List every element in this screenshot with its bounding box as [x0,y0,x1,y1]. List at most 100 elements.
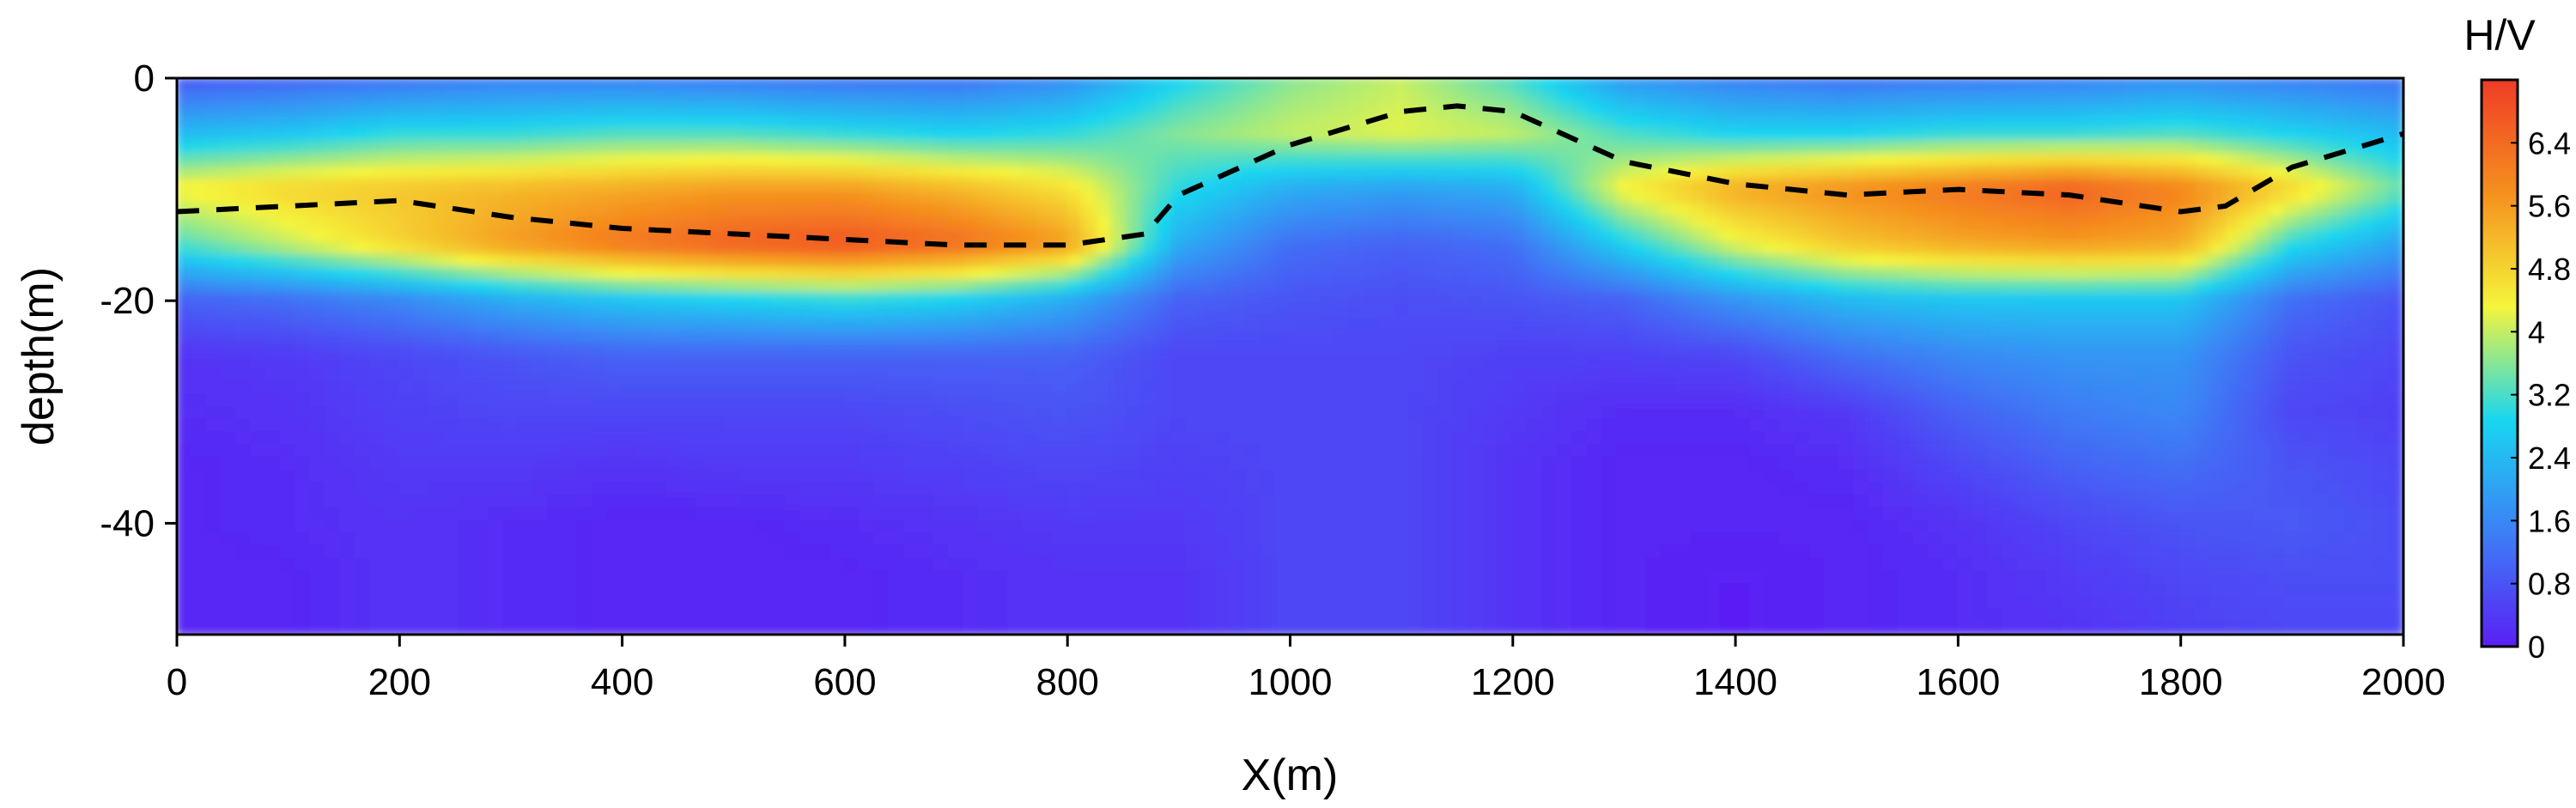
heatmap-cell [1467,380,1485,396]
heatmap-cell [1289,317,1306,332]
heatmap-cell [725,380,742,396]
heatmap-cell [606,279,623,295]
heatmap-cell [309,330,326,345]
heatmap-cell [1482,178,1499,193]
heatmap-cell [1482,266,1499,282]
heatmap-cell [1289,305,1306,319]
heatmap-cell [2016,178,2033,193]
heatmap-cell [1749,469,1766,484]
heatmap-cell [888,418,906,434]
heatmap-cell [784,89,802,105]
heatmap-cell [2328,89,2345,105]
heatmap-cell [1155,191,1173,206]
heatmap-cell [458,431,475,447]
heatmap-cell [532,140,550,155]
heatmap-cell [606,241,623,257]
heatmap-cell [2328,469,2345,484]
heatmap-cell [1126,317,1143,332]
heatmap-cell [1586,266,1603,282]
heatmap-cell [458,254,475,269]
heatmap-cell [1303,78,1321,92]
heatmap-cell [1704,482,1722,496]
heatmap-cell [977,178,994,193]
heatmap-cell [1912,228,1929,244]
heatmap-cell [1140,191,1157,206]
heatmap-cell [1007,266,1024,282]
heatmap-cell [1541,204,1558,218]
heatmap-cell [1096,127,1114,143]
heatmap-cell [1036,431,1054,447]
heatmap-cell [2165,456,2182,471]
heatmap-cell [873,393,890,408]
heatmap-cell [1898,456,1915,471]
heatmap-cell [547,241,564,257]
heatmap-cell [2165,292,2182,307]
heatmap-cell [755,191,772,206]
heatmap-cell [2269,330,2286,345]
heatmap-cell [1527,266,1544,282]
heatmap-cell [1927,254,1945,269]
heatmap-cell [739,115,757,130]
heatmap-cell [903,343,920,357]
heatmap-cell [1556,444,1573,459]
heatmap-cell [488,241,505,257]
heatmap-cell [1971,368,1989,383]
heatmap-cell [443,127,460,143]
heatmap-cell [2254,469,2271,484]
heatmap-cell [1497,279,1514,295]
heatmap-cell [1378,456,1395,471]
heatmap-cell [368,456,386,471]
heatmap-cell [2016,444,2033,459]
heatmap-cell [2002,469,2019,484]
heatmap-cell [963,317,980,332]
heatmap-cell [1497,305,1514,319]
heatmap-cell [177,317,193,332]
heatmap-cell [2224,393,2241,408]
heatmap-cell [1423,204,1440,218]
heatmap-cell [413,330,430,345]
heatmap-cell [205,355,222,370]
heatmap-cell [755,305,772,319]
heatmap-cell [1511,393,1529,408]
heatmap-cell [2135,216,2153,231]
heatmap-cell [1586,469,1603,484]
heatmap-cell [1497,191,1514,206]
heatmap-cell [1735,393,1752,408]
heatmap-cell [2135,431,2153,447]
heatmap-cell [1393,89,1410,105]
heatmap-cell [324,330,342,345]
heatmap-cell [2209,368,2227,383]
heatmap-cell [458,317,475,332]
heatmap-cell [2209,254,2227,269]
heatmap-cell [2016,127,2033,143]
heatmap-cell [1407,317,1425,332]
heatmap-cell [903,393,920,408]
heatmap-cell [2372,102,2390,118]
heatmap-cell [2269,178,2286,193]
heatmap-cell [2120,469,2137,484]
heatmap-cell [2150,343,2167,357]
heatmap-cell [2283,292,2300,307]
heatmap-cell [710,279,727,295]
heatmap-cell [1185,102,1202,118]
heatmap-cell [264,166,283,180]
heatmap-cell [1467,469,1485,484]
heatmap-cell [1527,204,1544,218]
heatmap-cell [665,102,683,118]
heatmap-cell [1066,482,1084,496]
heatmap-cell [354,254,371,269]
heatmap-cell [1690,266,1707,282]
heatmap-cell [2342,166,2360,180]
heatmap-cell [947,178,965,193]
heatmap-cell [576,102,594,118]
heatmap-cell [1541,279,1558,295]
heatmap-cell [2002,418,2019,434]
heatmap-cell [769,254,787,269]
heatmap-cell [1437,393,1455,408]
heatmap-cell [1423,254,1440,269]
heatmap-cell [829,495,846,509]
heatmap-cell [384,127,401,143]
heatmap-cell [1363,178,1381,193]
heatmap-cell [769,140,787,155]
heatmap-cell [2105,228,2123,244]
